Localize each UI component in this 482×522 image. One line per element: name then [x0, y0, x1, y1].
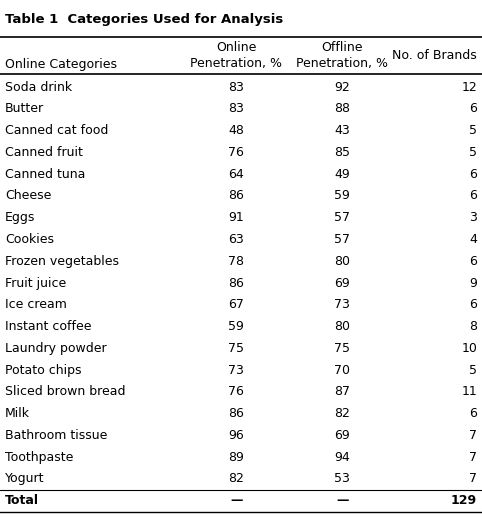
- Text: 96: 96: [228, 429, 244, 442]
- Text: 49: 49: [335, 168, 350, 181]
- Text: 85: 85: [334, 146, 350, 159]
- Text: 6: 6: [469, 407, 477, 420]
- Text: 89: 89: [228, 450, 244, 464]
- Text: 7: 7: [469, 450, 477, 464]
- Text: 67: 67: [228, 298, 244, 311]
- Text: Fruit juice: Fruit juice: [5, 277, 66, 290]
- Text: 86: 86: [228, 277, 244, 290]
- Text: 57: 57: [334, 233, 350, 246]
- Text: 12: 12: [461, 80, 477, 93]
- Text: 53: 53: [335, 472, 350, 485]
- Text: Yogurt: Yogurt: [5, 472, 44, 485]
- Text: 87: 87: [334, 385, 350, 398]
- Text: Sliced brown bread: Sliced brown bread: [5, 385, 125, 398]
- Text: 59: 59: [228, 320, 244, 333]
- Text: —: —: [230, 494, 242, 507]
- Text: Instant coffee: Instant coffee: [5, 320, 91, 333]
- Text: 63: 63: [228, 233, 244, 246]
- Text: No. of Brands: No. of Brands: [392, 49, 477, 62]
- Text: Canned cat food: Canned cat food: [5, 124, 108, 137]
- Text: 10: 10: [461, 342, 477, 355]
- Text: 5: 5: [469, 146, 477, 159]
- Text: 91: 91: [228, 211, 244, 224]
- Text: 59: 59: [335, 189, 350, 203]
- Text: Potato chips: Potato chips: [5, 363, 81, 376]
- Text: 48: 48: [228, 124, 244, 137]
- Text: Bathroom tissue: Bathroom tissue: [5, 429, 107, 442]
- Text: 64: 64: [228, 168, 244, 181]
- Text: —: —: [336, 494, 348, 507]
- Text: Milk: Milk: [5, 407, 30, 420]
- Text: 6: 6: [469, 168, 477, 181]
- Text: 94: 94: [335, 450, 350, 464]
- Text: 5: 5: [469, 363, 477, 376]
- Text: 86: 86: [228, 407, 244, 420]
- Text: 69: 69: [335, 277, 350, 290]
- Text: 78: 78: [228, 255, 244, 268]
- Text: 11: 11: [461, 385, 477, 398]
- Text: Cheese: Cheese: [5, 189, 51, 203]
- Text: 57: 57: [334, 211, 350, 224]
- Text: Cookies: Cookies: [5, 233, 54, 246]
- Text: Online
Penetration, %: Online Penetration, %: [190, 41, 282, 70]
- Text: 82: 82: [228, 472, 244, 485]
- Text: 43: 43: [335, 124, 350, 137]
- Text: 8: 8: [469, 320, 477, 333]
- Text: Ice cream: Ice cream: [5, 298, 67, 311]
- Text: 82: 82: [335, 407, 350, 420]
- Text: 4: 4: [469, 233, 477, 246]
- Text: 6: 6: [469, 298, 477, 311]
- Text: 73: 73: [335, 298, 350, 311]
- Text: 7: 7: [469, 429, 477, 442]
- Text: 92: 92: [335, 80, 350, 93]
- Text: 69: 69: [335, 429, 350, 442]
- Text: 9: 9: [469, 277, 477, 290]
- Text: Toothpaste: Toothpaste: [5, 450, 73, 464]
- Text: 88: 88: [334, 102, 350, 115]
- Text: 6: 6: [469, 255, 477, 268]
- Text: 75: 75: [228, 342, 244, 355]
- Text: 6: 6: [469, 102, 477, 115]
- Text: 86: 86: [228, 189, 244, 203]
- Text: 70: 70: [334, 363, 350, 376]
- Text: Butter: Butter: [5, 102, 44, 115]
- Text: 5: 5: [469, 124, 477, 137]
- Text: Laundry powder: Laundry powder: [5, 342, 107, 355]
- Text: 3: 3: [469, 211, 477, 224]
- Text: 76: 76: [228, 146, 244, 159]
- Text: Canned fruit: Canned fruit: [5, 146, 83, 159]
- Text: 73: 73: [228, 363, 244, 376]
- Text: 83: 83: [228, 102, 244, 115]
- Text: Eggs: Eggs: [5, 211, 35, 224]
- Text: 76: 76: [228, 385, 244, 398]
- Text: Canned tuna: Canned tuna: [5, 168, 85, 181]
- Text: Online Categories: Online Categories: [5, 58, 117, 71]
- Text: Soda drink: Soda drink: [5, 80, 72, 93]
- Text: Offline
Penetration, %: Offline Penetration, %: [296, 41, 388, 70]
- Text: 83: 83: [228, 80, 244, 93]
- Text: 129: 129: [451, 494, 477, 507]
- Text: 6: 6: [469, 189, 477, 203]
- Text: 80: 80: [334, 255, 350, 268]
- Text: Table 1  Categories Used for Analysis: Table 1 Categories Used for Analysis: [5, 13, 283, 26]
- Text: 75: 75: [334, 342, 350, 355]
- Text: 80: 80: [334, 320, 350, 333]
- Text: 7: 7: [469, 472, 477, 485]
- Text: Frozen vegetables: Frozen vegetables: [5, 255, 119, 268]
- Text: Total: Total: [5, 494, 39, 507]
